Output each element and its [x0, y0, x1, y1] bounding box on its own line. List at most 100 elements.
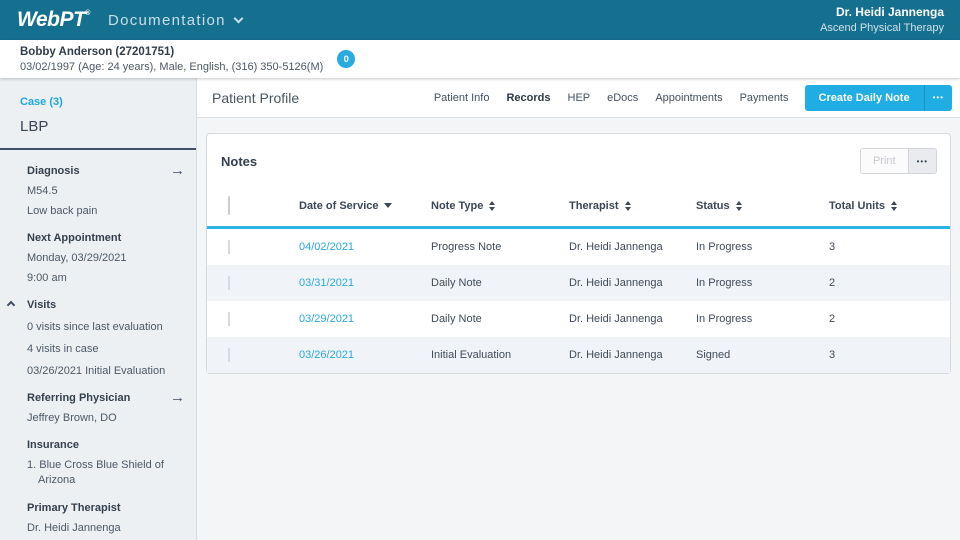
tab-appointments[interactable]: Appointments — [655, 91, 723, 104]
column-therapist[interactable]: Therapist — [569, 200, 696, 212]
diagnosis-arrow-icon[interactable]: → — [170, 162, 185, 179]
clinic-name: Ascend Physical Therapy — [820, 21, 944, 34]
case-name: LBP — [20, 118, 49, 135]
case-sidebar: Case (3) LBP Diagnosis → M54.5 Low back … — [0, 78, 197, 540]
sidebar-section-next-appointment: Next Appointment Monday, 03/29/2021 9:00… — [27, 232, 185, 285]
select-all-checkbox[interactable] — [228, 195, 230, 215]
patient-summary-bar: Bobby Anderson (27201751) 03/02/1997 (Ag… — [0, 40, 960, 78]
row-checkbox[interactable] — [228, 276, 230, 290]
sort-icon — [624, 200, 631, 211]
diagnosis-description: Low back pain — [27, 204, 98, 217]
app-menu-dropdown[interactable]: Documentation — [107, 11, 244, 29]
collapse-caret-icon[interactable] — [6, 300, 16, 309]
patient-demographics: 03/02/1997 (Age: 24 years), Male, Englis… — [20, 60, 324, 73]
create-daily-note-button[interactable]: Create Daily Note — [804, 84, 924, 111]
next-appointment-time: 9:00 am — [27, 271, 67, 284]
sidebar-section-insurance: Insurance 1. Blue Cross Blue Shield of A… — [27, 439, 185, 488]
next-appointment-date: Monday, 03/29/2021 — [27, 251, 127, 264]
table-row: 03/26/2021 Initial Evaluation Dr. Heidi … — [207, 337, 950, 373]
tab-hep[interactable]: HEP — [567, 91, 591, 104]
visits-since-eval: 0 visits since last evaluation — [27, 320, 163, 333]
sidebar-section-diagnosis: Diagnosis → M54.5 Low back pain — [27, 162, 185, 218]
column-date-of-service[interactable]: Date of Service — [299, 200, 431, 212]
notes-title: Notes — [221, 153, 258, 169]
sidebar-section-referring-physician: Referring Physician → Jeffrey Brown, DO — [27, 389, 185, 425]
note-date-link[interactable]: 03/26/2021 — [299, 349, 355, 361]
table-row: 04/02/2021 Progress Note Dr. Heidi Janne… — [207, 229, 950, 265]
profile-tabs: Patient Info Records HEP eDocs Appointme… — [434, 92, 789, 104]
status-cell: Signed — [696, 349, 731, 361]
alert-count-badge[interactable]: 0 — [337, 50, 356, 68]
primary-therapist-name: Dr. Heidi Jannenga — [27, 521, 121, 534]
sidebar-divider — [0, 148, 196, 150]
sidebar-section-primary-therapist: Primary Therapist Dr. Heidi Jannenga — [27, 502, 185, 535]
note-date-link[interactable]: 03/29/2021 — [299, 313, 355, 325]
total-units-cell: 2 — [829, 277, 836, 289]
table-row: 03/29/2021 Daily Note Dr. Heidi Jannenga… — [207, 301, 950, 337]
print-more-options-icon[interactable]: ••• — [907, 149, 936, 173]
column-status[interactable]: Status — [696, 200, 829, 212]
note-type-cell: Progress Note — [431, 241, 502, 253]
sort-icon — [735, 200, 742, 211]
visits-in-case: 4 visits in case — [27, 342, 99, 355]
note-date-link[interactable]: 03/31/2021 — [299, 277, 355, 289]
note-type-cell: Daily Note — [431, 277, 482, 289]
therapist-cell: Dr. Heidi Jannenga — [569, 277, 663, 289]
patient-profile-header: Patient Profile Patient Info Records HEP… — [197, 78, 960, 118]
total-units-cell: 2 — [829, 313, 836, 325]
tab-records[interactable]: Records — [506, 91, 551, 104]
next-appointment-label: Next Appointment — [27, 232, 122, 244]
status-cell: In Progress — [696, 277, 753, 289]
referring-physician-name: Jeffrey Brown, DO — [27, 411, 117, 424]
table-row: 03/31/2021 Daily Note Dr. Heidi Jannenga… — [207, 265, 950, 301]
visits-label: Visits — [27, 299, 57, 311]
row-checkbox[interactable] — [228, 240, 230, 254]
insurance-label: Insurance — [27, 439, 79, 451]
tab-edocs[interactable]: eDocs — [607, 91, 639, 104]
diagnosis-label: Diagnosis — [27, 165, 80, 177]
sort-icon — [891, 200, 898, 211]
initial-evaluation-date: 03/26/2021 Initial Evaluation — [27, 364, 166, 377]
print-button-group: Print ••• — [859, 148, 937, 174]
case-selector-block: Case (3) LBP — [0, 78, 196, 148]
therapist-cell: Dr. Heidi Jannenga — [569, 349, 663, 361]
case-selector[interactable]: Case (3) — [20, 96, 63, 108]
chevron-down-icon — [233, 13, 244, 23]
registered-mark: ® — [85, 10, 90, 17]
therapist-cell: Dr. Heidi Jannenga — [569, 313, 663, 325]
therapist-cell: Dr. Heidi Jannenga — [569, 241, 663, 253]
referring-physician-arrow-icon[interactable]: → — [170, 389, 185, 406]
account-info: Dr. Heidi Jannenga Ascend Physical Thera… — [820, 4, 944, 35]
status-cell: In Progress — [696, 241, 753, 253]
total-units-cell: 3 — [829, 241, 836, 253]
status-cell: In Progress — [696, 313, 753, 325]
notes-card: Notes Print ••• Date of Service Note Typ… — [206, 133, 951, 374]
notes-table-header: Date of Service Note Type Therapist Stat… — [207, 185, 950, 229]
row-checkbox[interactable] — [228, 312, 230, 326]
notes-table: Date of Service Note Type Therapist Stat… — [207, 185, 950, 373]
webpt-logo: WebPT® — [17, 8, 90, 31]
app-menu-label: Documentation — [107, 11, 226, 29]
primary-therapist-label: Primary Therapist — [27, 502, 121, 514]
diagnosis-code: M54.5 — [27, 184, 58, 197]
referring-physician-label: Referring Physician — [27, 392, 131, 404]
note-date-link[interactable]: 04/02/2021 — [299, 241, 355, 253]
print-button[interactable]: Print — [860, 149, 908, 173]
column-total-units[interactable]: Total Units — [829, 200, 950, 212]
note-type-cell: Daily Note — [431, 313, 482, 325]
create-daily-note-split-button: Create Daily Note ••• — [804, 84, 952, 111]
top-nav-bar: WebPT® Documentation Dr. Heidi Jannenga … — [0, 0, 960, 40]
sort-desc-icon — [384, 203, 393, 208]
tab-payments[interactable]: Payments — [739, 91, 789, 104]
column-note-type[interactable]: Note Type — [431, 200, 569, 212]
sidebar-section-visits: Visits 0 visits since last evaluation 4 … — [6, 299, 185, 378]
page-title: Patient Profile — [212, 89, 300, 106]
more-options-icon[interactable]: ••• — [923, 84, 952, 111]
total-units-cell: 3 — [829, 349, 836, 361]
note-type-cell: Initial Evaluation — [431, 349, 512, 361]
patient-name: Bobby Anderson (27201751) — [20, 45, 175, 58]
sort-icon — [489, 200, 496, 211]
tab-patient-info[interactable]: Patient Info — [433, 91, 490, 104]
logged-in-user: Dr. Heidi Jannenga — [835, 5, 944, 20]
row-checkbox[interactable] — [228, 348, 230, 362]
